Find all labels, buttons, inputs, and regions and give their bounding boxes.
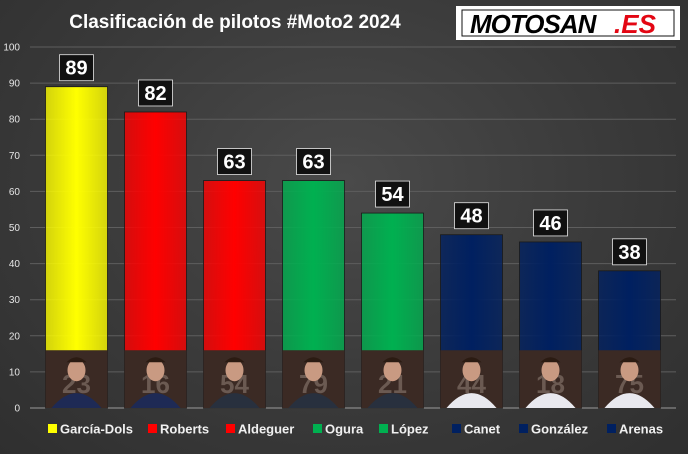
y-tick-label: 90	[9, 79, 21, 90]
rider-face	[541, 359, 560, 382]
data-label: 82	[144, 83, 166, 105]
rider-photo: 79	[282, 350, 345, 408]
rider-face	[383, 359, 402, 382]
legend-entry: González	[531, 422, 589, 437]
photo-layer: 23 16 54 79 21 44 18 75	[45, 350, 661, 408]
y-tick-label: 30	[9, 295, 21, 306]
svg-text:MOTOSAN: MOTOSAN	[470, 9, 598, 39]
legend-entry: Aldeguer	[238, 422, 294, 437]
y-tick-label: 60	[9, 187, 21, 198]
data-label-layer: 89 82 63 63 54 48 46 38	[59, 54, 647, 266]
legend-swatch	[379, 424, 388, 433]
rider-face	[462, 359, 481, 382]
legend-swatch	[607, 424, 616, 433]
chart-title: Clasificación de pilotos #Moto2 2024	[69, 12, 401, 33]
legend-entry: García-Dols	[60, 422, 133, 437]
y-tick-label: 10	[9, 367, 21, 378]
data-label: 38	[618, 242, 640, 264]
rider-photo: 54	[203, 350, 266, 408]
legend-swatch	[148, 424, 157, 433]
data-label-box	[533, 209, 568, 237]
rider-photo: 75	[598, 350, 661, 408]
rider-suit	[525, 393, 576, 408]
rider-suit	[288, 393, 339, 408]
data-label-box	[612, 238, 647, 266]
data-label-box	[296, 148, 331, 175]
rider-suit	[130, 393, 181, 408]
legend-entry: Arenas	[619, 422, 663, 437]
rider-face	[225, 359, 244, 382]
rider-face	[620, 359, 639, 382]
legend-entry: Canet	[464, 422, 501, 437]
rider-hair	[145, 357, 166, 363]
data-label: 54	[381, 184, 404, 206]
legend-swatch	[48, 424, 57, 433]
legend-entry: Ogura	[325, 422, 364, 437]
data-label: 63	[223, 152, 245, 174]
legend: García-Dols Roberts Aldeguer Ogura López Cane…	[48, 422, 663, 437]
rider-hair	[619, 357, 640, 363]
y-tick-label: 100	[3, 43, 20, 54]
rider-photo: 44	[440, 350, 503, 408]
data-label-box	[138, 79, 173, 107]
rider-photo: 23	[45, 350, 108, 408]
data-label: 46	[539, 213, 561, 235]
data-label: 48	[460, 206, 482, 228]
y-tick-label: 0	[14, 404, 20, 415]
motosan-logo: MOTOSAN .ES	[456, 6, 680, 40]
rider-suit	[604, 393, 655, 408]
rider-photo: 21	[361, 350, 424, 408]
rider-suit	[209, 393, 260, 408]
rider-hair	[461, 357, 482, 363]
rider-face	[67, 359, 86, 382]
data-label-box	[217, 148, 252, 175]
svg-text:.ES: .ES	[614, 9, 657, 39]
legend-swatch	[313, 424, 322, 433]
rider-hair	[540, 357, 561, 363]
rider-hair	[382, 357, 403, 363]
data-label: 63	[302, 152, 324, 174]
legend-swatch	[452, 424, 461, 433]
rider-hair	[66, 357, 87, 363]
rider-suit	[446, 393, 497, 408]
data-label: 89	[65, 58, 87, 80]
y-tick-label: 40	[9, 259, 21, 270]
rider-suit	[367, 393, 418, 408]
rider-hair	[303, 357, 324, 363]
data-label-box	[375, 180, 410, 208]
y-tick-label: 20	[9, 331, 21, 342]
rider-photo: 18	[519, 350, 582, 408]
y-tick-label: 70	[9, 151, 21, 162]
rider-photo: 16	[124, 350, 187, 408]
legend-entry: Roberts	[160, 422, 209, 437]
rider-face	[304, 359, 323, 382]
rider-suit	[51, 393, 102, 408]
rider-hair	[224, 357, 245, 363]
rider-face	[146, 359, 165, 382]
y-tick-label: 80	[9, 115, 21, 126]
legend-swatch	[519, 424, 528, 433]
y-tick-label: 50	[9, 223, 21, 234]
data-label-box	[59, 54, 94, 82]
legend-entry: López	[391, 422, 429, 437]
data-label-box	[454, 202, 489, 230]
legend-swatch	[226, 424, 235, 433]
